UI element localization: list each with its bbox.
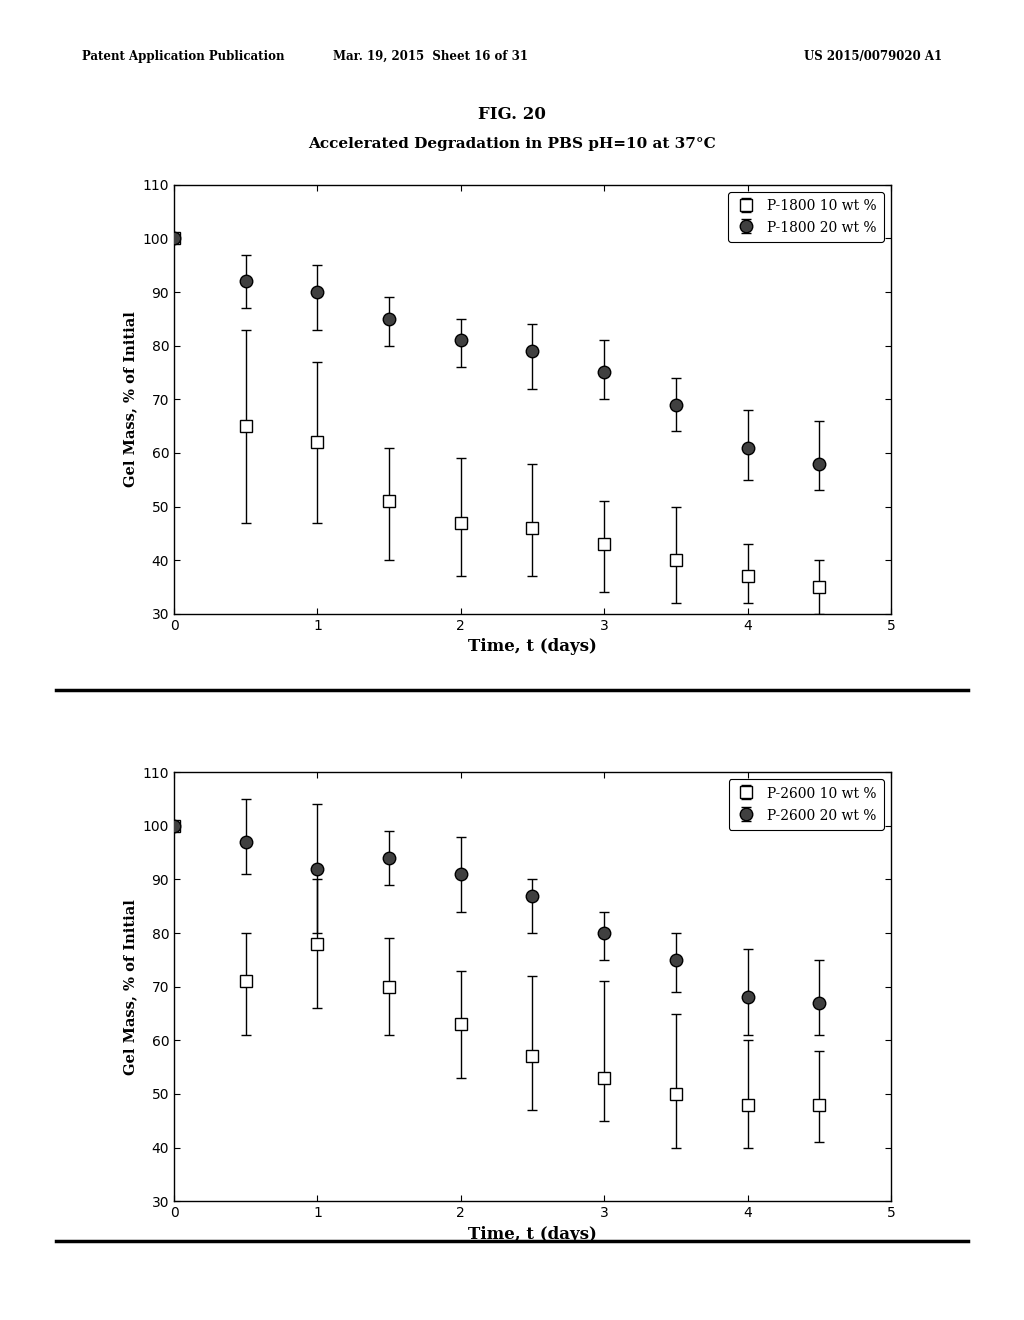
Text: US 2015/0079020 A1: US 2015/0079020 A1 bbox=[804, 50, 942, 63]
Text: Accelerated Degradation in PBS pH=10 at 37°C: Accelerated Degradation in PBS pH=10 at … bbox=[308, 137, 716, 152]
Text: FIG. 20: FIG. 20 bbox=[478, 106, 546, 123]
Legend: P-1800 10 wt %, P-1800 20 wt %: P-1800 10 wt %, P-1800 20 wt % bbox=[728, 191, 884, 242]
X-axis label: Time, t (days): Time, t (days) bbox=[468, 1225, 597, 1242]
Legend: P-2600 10 wt %, P-2600 20 wt %: P-2600 10 wt %, P-2600 20 wt % bbox=[729, 779, 884, 829]
Text: Patent Application Publication: Patent Application Publication bbox=[82, 50, 285, 63]
Y-axis label: Gel Mass, % of Initial: Gel Mass, % of Initial bbox=[123, 899, 137, 1074]
Text: Mar. 19, 2015  Sheet 16 of 31: Mar. 19, 2015 Sheet 16 of 31 bbox=[333, 50, 527, 63]
Y-axis label: Gel Mass, % of Initial: Gel Mass, % of Initial bbox=[123, 312, 137, 487]
X-axis label: Time, t (days): Time, t (days) bbox=[468, 638, 597, 655]
